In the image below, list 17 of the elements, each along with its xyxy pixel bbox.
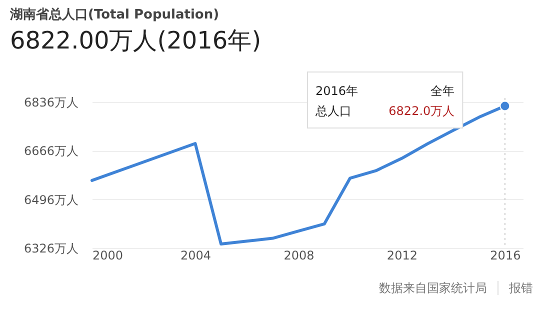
x-tick-label: 2000 [92, 248, 124, 262]
text: 全年 [430, 84, 455, 98]
y-tick-label: 6836万人 [24, 96, 78, 110]
chart-subtitle: 6822.00万人(2016年) [10, 26, 262, 54]
text: 2016年 [316, 84, 358, 98]
x-tick-label: 2012 [386, 248, 418, 262]
chart-title: 湖南省总人口(Total Population) [9, 6, 220, 22]
annotation: 总人口 [314, 104, 352, 118]
y-tick-label: 6326万人 [24, 242, 78, 256]
x-tick-label: 2004 [180, 248, 212, 262]
x-tick-label: 2008 [284, 248, 314, 262]
annotation: 6822.0万人 [388, 104, 455, 118]
x-tick-label: 2016 [490, 248, 521, 262]
y-tick-label: 6496万人 [24, 192, 78, 207]
text: 数据来自国家统计局 [379, 281, 487, 295]
text: 报错 [508, 281, 533, 295]
y-tick-label: 6666万人 [24, 144, 78, 158]
